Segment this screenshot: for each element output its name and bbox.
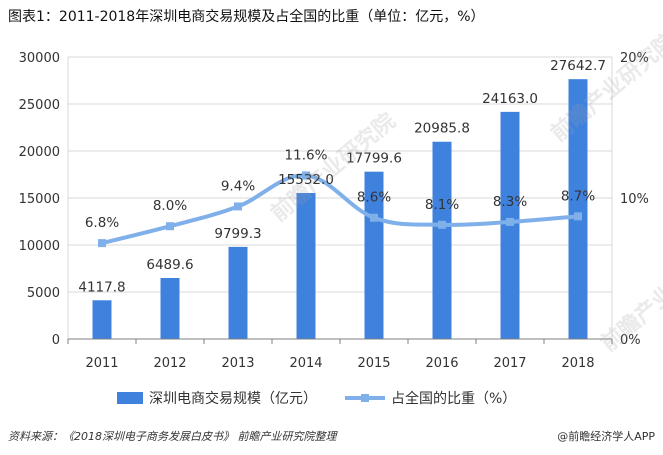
bar-value-label: 27642.7 — [550, 58, 606, 74]
bar-value-label: 24163.0 — [482, 91, 538, 107]
credit-note: @前瞻经济学人APP — [557, 430, 655, 443]
y-left-tick-label: 30000 — [19, 51, 60, 66]
bar-value-label: 9799.3 — [214, 226, 261, 242]
legend: 深圳电商交易规模（亿元） 占全国的比重（%） — [117, 390, 516, 407]
line-point — [506, 217, 514, 226]
legend-label-line: 占全国的比重（%） — [391, 390, 516, 407]
line-value-label: 8.7% — [561, 188, 595, 204]
x-tick-label: 2013 — [221, 356, 254, 371]
x-tick-label: 2016 — [425, 356, 458, 371]
line-value-label: 8.3% — [493, 194, 527, 210]
bar — [92, 300, 112, 339]
line-point — [302, 171, 310, 180]
x-tick-label: 2015 — [357, 356, 390, 371]
y-left-tick-label: 10000 — [19, 239, 60, 254]
x-tick-label: 2014 — [289, 356, 322, 371]
y-left-tick-label: 15000 — [19, 192, 60, 207]
legend-swatch-marker — [361, 394, 369, 402]
line-value-label: 11.6% — [285, 147, 328, 163]
source-note: 资料来源：《2018深圳电子商务发展白皮书》 前瞻产业研究院整理 — [8, 430, 337, 443]
bar-value-label: 6489.6 — [146, 257, 193, 273]
bar-value-label: 17799.6 — [346, 151, 402, 167]
x-tick-label: 2018 — [561, 356, 594, 371]
y-left-tick-label: 20000 — [19, 145, 60, 160]
bar-value-label: 4117.8 — [78, 279, 125, 295]
series-line — [100, 173, 580, 246]
y-left-tick-label: 25000 — [19, 98, 60, 113]
bar — [432, 141, 452, 339]
x-tick-label: 2011 — [85, 356, 118, 371]
line-point — [98, 239, 106, 248]
bar — [228, 246, 248, 339]
legend-swatch-bar — [117, 392, 143, 404]
line-value-label: 6.8% — [85, 215, 119, 231]
data-labels: 4117.8 6489.6 9799.3 15532.0 17799.6 20985.8 2… — [78, 58, 606, 295]
bar — [568, 79, 588, 339]
line-point — [234, 202, 242, 211]
y-left-tick-label: 0 — [52, 333, 60, 348]
chart-title: 图表1：2011-2018年深圳电商交易规模及占全国的比重（单位：亿元，%） — [8, 9, 485, 25]
bar-value-label: 15532.0 — [278, 172, 334, 188]
y-right-tick-label: 0% — [620, 333, 641, 348]
y-right-tick-label: 10% — [620, 192, 649, 207]
axes: 0 5000 10000 15000 20000 25000 30000 0% 10% 20% 20… — [19, 51, 649, 371]
line-point — [166, 222, 174, 231]
bar-value-label: 20985.8 — [414, 121, 470, 137]
bar-series — [92, 79, 588, 339]
line-point — [438, 220, 446, 229]
bar — [296, 192, 316, 339]
line-value-label: 8.1% — [425, 197, 459, 213]
line-value-label: 8.6% — [357, 190, 391, 206]
y-right-tick-label: 20% — [620, 51, 649, 66]
legend-label-bar: 深圳电商交易规模（亿元） — [149, 390, 317, 407]
bar — [160, 277, 180, 339]
x-tick-label: 2012 — [153, 356, 186, 371]
line-value-label: 8.0% — [153, 198, 187, 214]
line-point — [574, 212, 582, 221]
line-point — [370, 213, 378, 222]
x-tick-label: 2017 — [493, 356, 526, 371]
y-left-tick-label: 5000 — [27, 286, 60, 301]
line-series — [98, 171, 582, 248]
line-value-label: 9.4% — [221, 178, 255, 194]
